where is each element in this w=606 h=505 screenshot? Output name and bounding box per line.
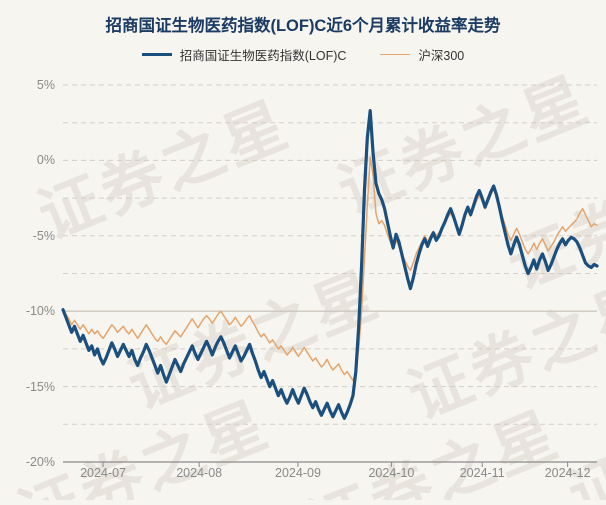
legend-swatch-icon [380, 54, 411, 55]
legend-label: 沪深300 [418, 49, 465, 63]
series-line [61, 109, 599, 420]
y-tick-label: -5% [32, 228, 55, 243]
x-tick-label: 2024-11 [459, 466, 505, 480]
x-tick-label: 2024-07 [80, 466, 126, 480]
x-tick-label: 2024-08 [176, 466, 223, 480]
chart-legend: 招商国证生物医药指数(LOF)C 沪深300 [0, 45, 606, 64]
legend-item[interactable]: 沪深300 [380, 45, 464, 64]
x-tick-label: 2024-12 [544, 466, 591, 480]
y-tick-label: 0% [36, 153, 55, 168]
y-tick-label: -10% [25, 304, 55, 319]
y-tick-label: 5% [36, 78, 55, 92]
x-tick-label: 2024-09 [275, 466, 321, 480]
x-tick-label: 2024-10 [368, 466, 415, 480]
y-tick-label: -15% [25, 379, 55, 394]
legend-swatch-icon [141, 53, 172, 56]
chart-title: 招商国证生物医药指数(LOF)C近6个月累计收益率走势 [105, 17, 501, 35]
series-line [62, 156, 598, 382]
legend-item[interactable]: 招商国证生物医药指数(LOF)C [141, 45, 347, 64]
legend-label: 招商国证生物医药指数(LOF)C [179, 49, 347, 63]
y-tick-label: -20% [25, 455, 55, 469]
